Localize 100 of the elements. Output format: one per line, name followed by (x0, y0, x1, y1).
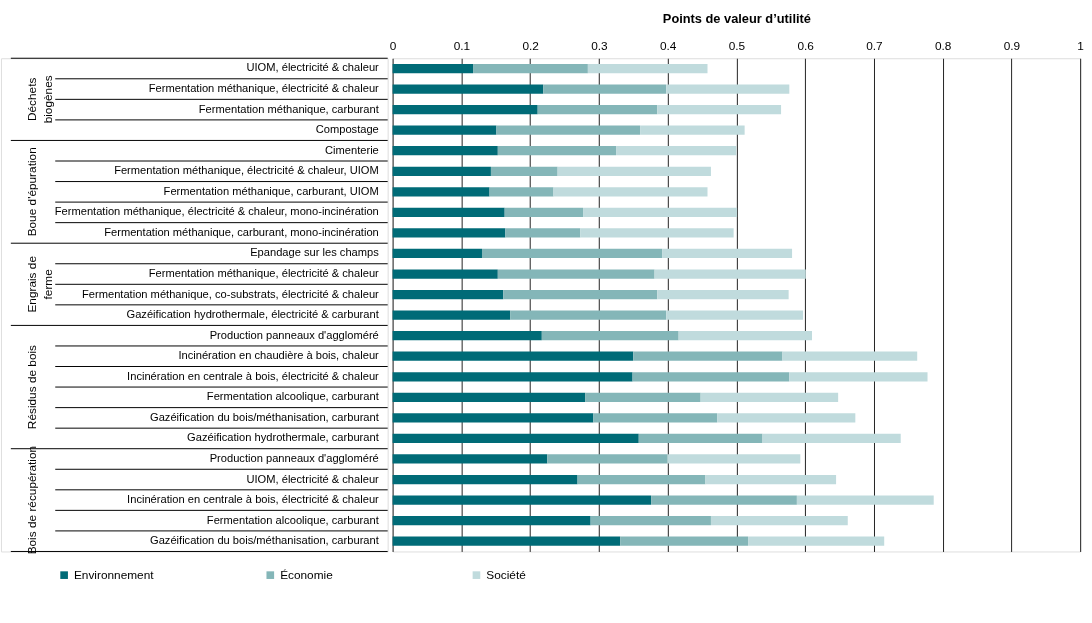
bar (392, 413, 594, 423)
y-tick-label: Incinération en centrale à bois, électricité & chaleur (127, 493, 380, 506)
bar (593, 413, 718, 423)
bar (541, 331, 679, 341)
y-tick-label: Production panneaux d'aggloméré (209, 328, 379, 341)
x-axis-title: Points de valeur d’utilité (662, 11, 811, 27)
bar (392, 146, 498, 156)
bar (497, 146, 617, 156)
bar (392, 248, 482, 259)
x-tick-label: 0.2 (522, 38, 539, 53)
y-tick-label: Fermentation méthanique, électricité & chaleur (148, 266, 380, 279)
bar (543, 84, 667, 94)
bar (585, 392, 701, 402)
x-tick-label: 0.6 (797, 38, 815, 53)
bar (392, 105, 538, 115)
bar (633, 351, 783, 361)
bar (587, 63, 708, 74)
bar (537, 105, 658, 115)
bar (547, 454, 668, 464)
y-tick-label: Epandage sur les champs (250, 246, 380, 259)
bar (616, 146, 737, 156)
y-tick-label: UIOM, électricité & chaleur (246, 472, 380, 485)
bar (481, 248, 663, 259)
bar (392, 351, 634, 361)
bar (782, 351, 918, 361)
y-tick-label: Fermentation alcoolique, carburant (206, 513, 380, 526)
x-tick-label: 0.5 (728, 38, 746, 53)
bar (657, 105, 782, 115)
bar (392, 433, 639, 444)
bar (473, 63, 588, 74)
y-tick-label: Fermentation alcoolique, carburant (206, 390, 380, 403)
bar (392, 372, 633, 382)
text: Résidus de bois (25, 344, 40, 430)
bar (392, 474, 578, 485)
bar (590, 516, 711, 526)
y-tick-label: Fermentation méthanique, co-substrats, électricité & chaleur (81, 287, 380, 300)
legend-label: Économie (280, 568, 334, 583)
text: Engrais de ferme (25, 255, 56, 313)
bar (700, 392, 839, 402)
y-tick-label: Incinération en centrale à bois, électricité & chaleur (127, 369, 380, 382)
y-tick-label: Fermentation méthanique, carburant, mono-incinération (104, 225, 379, 238)
bar (667, 454, 801, 464)
x-tick-label: 0.1 (453, 38, 471, 53)
bar (504, 207, 584, 217)
y-tick-label: Gazéification hydrothermale, électricité & carburant (126, 308, 380, 321)
bar (510, 310, 667, 320)
y-tick-label: Fermentation méthanique, électricité & chaleur, mono-incinération (54, 205, 379, 218)
bar (392, 269, 498, 279)
x-tick-label: 0 (389, 38, 397, 53)
legend-label: Société (486, 568, 527, 583)
x-tick-label: 0.7 (866, 38, 883, 53)
bar (666, 84, 790, 94)
bar (392, 495, 652, 505)
bar (392, 516, 591, 526)
bar (710, 516, 848, 526)
y-tick-label: Fermentation méthanique, carburant, UIOM (163, 184, 379, 197)
y-tick-label: Fermentation méthanique, électricité & chaleur, UIOM (114, 164, 379, 177)
bar (392, 331, 542, 341)
bar (666, 310, 804, 320)
text: Boue d'épuration (25, 147, 40, 237)
x-tick-label: 0.8 (934, 38, 952, 53)
y-tick-label: Gazéification du bois/méthanisation, carburant (149, 534, 380, 547)
bar (577, 474, 706, 485)
bar (505, 228, 581, 238)
bar (490, 166, 558, 176)
bar (557, 166, 711, 176)
bar (392, 454, 548, 464)
bar (392, 84, 544, 94)
bar (392, 536, 621, 546)
bar (717, 413, 856, 423)
bar (392, 207, 505, 217)
bar (392, 187, 490, 197)
y-tick-label: Production panneaux d'aggloméré (209, 451, 379, 464)
bar (796, 495, 934, 505)
bar (489, 187, 554, 197)
bar (392, 125, 497, 135)
bar (789, 372, 928, 382)
y-tick-label: Cimenterie (325, 143, 379, 156)
bar (662, 248, 793, 259)
bar (392, 166, 491, 176)
y-tick-label: Incinération en chaudière à bois, chaleur (178, 349, 380, 362)
bar (678, 331, 813, 341)
text: Déchets biogènes (25, 75, 56, 124)
bar (392, 392, 586, 402)
x-tick-label: 1 (1077, 38, 1084, 53)
x-tick-label: 0.9 (1003, 38, 1021, 53)
bar (580, 228, 734, 238)
x-tick-label: 0.4 (659, 38, 677, 53)
y-tick-label: Gazéification hydrothermale, carburant (187, 431, 380, 444)
bar (705, 474, 837, 485)
y-tick-label: Gazéification du bois/méthanisation, carburant (149, 410, 380, 423)
bar (638, 433, 763, 444)
bar (583, 207, 738, 217)
legend-label: Environnement (73, 568, 155, 583)
bar (392, 289, 504, 300)
x-tick-label: 0.3 (591, 38, 608, 53)
y-tick-label: Fermentation méthanique, électricité & chaleur (148, 82, 380, 95)
bar (503, 289, 658, 300)
bar (762, 433, 901, 444)
bar (620, 536, 749, 546)
